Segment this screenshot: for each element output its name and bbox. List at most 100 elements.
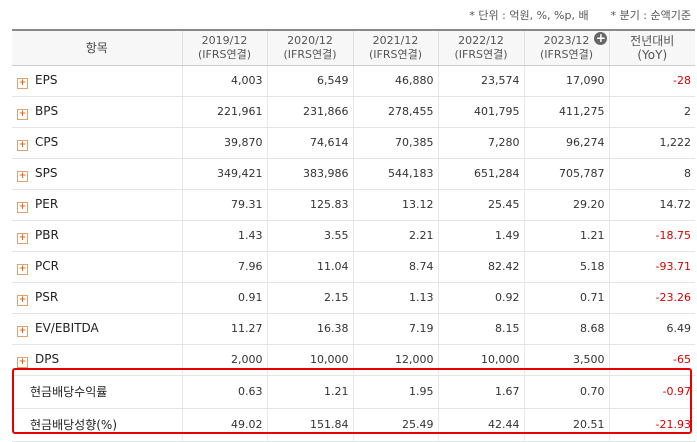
row-label-cell[interactable]: + PBR <box>12 220 182 252</box>
table-row: + PSR 0.91 2.15 1.13 0.92 0.71 -23.26 <box>12 282 695 314</box>
row-label-cell: 현금배당성향(%) <box>12 408 182 442</box>
row-label-cell[interactable]: + CPS <box>12 127 182 159</box>
expand-plus-icon[interactable]: + <box>17 108 28 120</box>
table-row: + PBR 1.43 3.55 2.21 1.49 1.21 -18.75 <box>12 220 695 252</box>
yoy-cell: -23.26 <box>608 282 695 314</box>
yoy-cell: -0.97 <box>608 375 695 409</box>
row-label: SPS <box>35 165 58 180</box>
row-label-cell: 현금배당수익률 <box>12 375 182 409</box>
unit-note: * 단위 : 억원, %, %p, 배 <box>469 9 589 22</box>
table-row: + PER 79.31 125.83 13.12 25.45 29.20 14.72 <box>12 189 695 221</box>
row-label: PCR <box>35 258 59 273</box>
value-cell: 8.74 <box>352 251 438 283</box>
row-label: PSR <box>35 289 59 304</box>
row-label-cell[interactable]: + DPS <box>12 344 182 376</box>
value-cell: 0.71 <box>523 282 609 314</box>
value-cell: 125.83 <box>266 189 353 221</box>
value-cell: 1.43 <box>181 220 267 252</box>
value-cell: 79.31 <box>181 189 267 221</box>
table-row: + PCR 7.96 11.04 8.74 82.42 5.18 -93.71 <box>12 251 695 283</box>
value-cell: 651,284 <box>437 158 524 190</box>
row-label: CPS <box>35 134 59 149</box>
value-cell: 29.20 <box>523 189 609 221</box>
column-header-2023: 2023/12 + (IFRS연결) <box>523 29 609 66</box>
column-header-2022: 2022/12 (IFRS연결) <box>437 29 524 66</box>
row-label-cell[interactable]: + EPS <box>12 65 182 97</box>
value-cell: 82.42 <box>437 251 524 283</box>
yoy-cell: -28 <box>608 65 695 97</box>
row-label: PBR <box>35 227 59 242</box>
value-cell: 1.49 <box>437 220 524 252</box>
expand-plus-icon[interactable]: + <box>17 201 28 213</box>
value-cell: 74,614 <box>266 127 353 159</box>
yoy-column-header: 전년대비 (YoY) <box>608 29 695 66</box>
row-label-cell[interactable]: + SPS <box>12 158 182 190</box>
value-cell: 383,986 <box>266 158 353 190</box>
value-cell: 544,183 <box>352 158 438 190</box>
value-cell: 11.27 <box>181 313 267 345</box>
value-cell: 39,870 <box>181 127 267 159</box>
yoy-cell: -65 <box>608 344 695 376</box>
value-cell: 13.12 <box>352 189 438 221</box>
row-label: EPS <box>35 72 58 87</box>
value-cell: 7,280 <box>437 127 524 159</box>
value-cell: 20.51 <box>523 408 609 442</box>
yoy-cell: -21.93 <box>608 408 695 442</box>
expand-plus-icon[interactable]: + <box>17 325 28 337</box>
value-cell: 2.15 <box>266 282 353 314</box>
value-cell: 1.13 <box>352 282 438 314</box>
table-row: 현금배당성향(%) 49.02 151.84 25.49 42.44 20.51 -21.9… <box>12 408 695 442</box>
yoy-cell: -93.71 <box>608 251 695 283</box>
value-cell: 401,795 <box>437 96 524 128</box>
value-cell: 7.19 <box>352 313 438 345</box>
column-header-2021: 2021/12 (IFRS연결) <box>352 29 438 66</box>
value-cell: 1.21 <box>266 375 353 409</box>
value-cell: 2.21 <box>352 220 438 252</box>
value-cell: 8.68 <box>523 313 609 345</box>
value-cell: 10,000 <box>266 344 353 376</box>
financial-ratio-table: 항목 2019/12 (IFRS연결) 2020/12 (IFRS연결) 2021/… <box>12 29 695 442</box>
expand-plus-icon[interactable]: + <box>17 77 28 89</box>
row-label: BPS <box>35 103 59 118</box>
value-cell: 2,000 <box>181 344 267 376</box>
value-cell: 70,385 <box>352 127 438 159</box>
item-column-header: 항목 <box>12 29 182 66</box>
yoy-cell: 8 <box>608 158 695 190</box>
row-label: 현금배당성향(%) <box>30 418 118 432</box>
value-cell: 25.45 <box>437 189 524 221</box>
expand-plus-icon[interactable]: + <box>17 232 28 244</box>
expand-plus-icon[interactable]: + <box>17 294 28 306</box>
expand-plus-icon[interactable]: + <box>17 263 28 275</box>
row-label-cell[interactable]: + PER <box>12 189 182 221</box>
value-cell: 349,421 <box>181 158 267 190</box>
value-cell: 3.55 <box>266 220 353 252</box>
value-cell: 1.21 <box>523 220 609 252</box>
table-header-row: 항목 2019/12 (IFRS연결) 2020/12 (IFRS연결) 2021/… <box>12 29 695 66</box>
value-cell: 0.70 <box>523 375 609 409</box>
value-cell: 705,787 <box>523 158 609 190</box>
yoy-cell: -18.75 <box>608 220 695 252</box>
row-label-cell[interactable]: + PSR <box>12 282 182 314</box>
row-label-cell[interactable]: + BPS <box>12 96 182 128</box>
yoy-cell: 6.49 <box>608 313 695 345</box>
value-cell: 7.96 <box>181 251 267 283</box>
value-cell: 231,866 <box>266 96 353 128</box>
value-cell: 42.44 <box>437 408 524 442</box>
expand-plus-icon[interactable]: + <box>17 170 28 182</box>
row-label-cell[interactable]: + EV/EBITDA <box>12 313 182 345</box>
value-cell: 278,455 <box>352 96 438 128</box>
value-cell: 96,274 <box>523 127 609 159</box>
value-cell: 4,003 <box>181 65 267 97</box>
add-column-plus-icon[interactable]: + <box>594 30 608 45</box>
table-row: + EV/EBITDA 11.27 16.38 7.19 8.15 8.68 6.49 <box>12 313 695 345</box>
expand-plus-icon[interactable]: + <box>17 139 28 151</box>
value-cell: 25.49 <box>352 408 438 442</box>
value-cell: 10,000 <box>437 344 524 376</box>
row-label-cell[interactable]: + PCR <box>12 251 182 283</box>
value-cell: 221,961 <box>181 96 267 128</box>
expand-plus-icon[interactable]: + <box>17 356 28 368</box>
row-label: EV/EBITDA <box>35 320 99 335</box>
row-label: DPS <box>35 351 60 366</box>
value-cell: 5.18 <box>523 251 609 283</box>
table-row: 현금배당수익률 0.63 1.21 1.95 1.67 0.70 -0.97 <box>12 375 695 409</box>
